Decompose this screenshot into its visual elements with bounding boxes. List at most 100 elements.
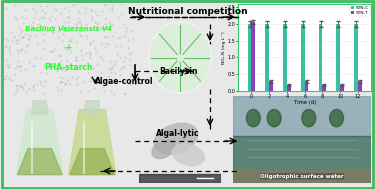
Point: [66, 16, 72, 19]
Polygon shape: [17, 149, 62, 175]
Point: [64, 59, 70, 62]
Point: [46, 49, 53, 52]
Point: [127, 58, 133, 61]
Polygon shape: [69, 109, 116, 175]
Point: [128, 13, 134, 16]
Point: [43, 71, 49, 74]
Point: [105, 67, 111, 70]
Point: [54, 68, 60, 71]
Point: [113, 44, 119, 47]
Point: [44, 4, 50, 7]
Point: [117, 35, 123, 38]
Point: [103, 42, 109, 45]
Point: [15, 60, 21, 63]
Point: [74, 82, 80, 85]
X-axis label: Time (d): Time (d): [294, 100, 316, 105]
Ellipse shape: [302, 109, 316, 127]
Point: [80, 80, 86, 83]
Point: [126, 82, 132, 85]
Point: [64, 79, 70, 82]
Point: [76, 33, 82, 36]
Bar: [283, 24, 287, 91]
Point: [38, 82, 44, 85]
Bar: [340, 85, 344, 91]
Point: [76, 17, 82, 20]
Point: [62, 82, 68, 85]
Point: [102, 4, 108, 7]
Polygon shape: [16, 109, 63, 175]
Point: [6, 65, 12, 68]
Point: [68, 50, 74, 53]
Point: [102, 16, 108, 19]
Point: [15, 39, 21, 42]
Point: [87, 55, 93, 58]
Point: [86, 50, 92, 53]
Point: [123, 26, 129, 29]
Point: [57, 12, 63, 15]
Point: [109, 64, 115, 67]
Bar: [358, 81, 362, 91]
Point: [82, 10, 88, 13]
Point: [118, 2, 124, 5]
Point: [30, 63, 36, 66]
Point: [24, 43, 30, 46]
Point: [73, 41, 79, 44]
Point: [4, 63, 10, 66]
Point: [76, 12, 82, 15]
Ellipse shape: [267, 109, 281, 127]
Point: [123, 92, 129, 95]
Point: [28, 24, 34, 27]
Point: [8, 79, 14, 82]
Point: [31, 64, 37, 67]
Ellipse shape: [172, 144, 204, 166]
Point: [92, 10, 98, 13]
Point: [22, 9, 28, 12]
Point: [109, 66, 115, 69]
Point: [93, 51, 99, 54]
Point: [78, 35, 84, 38]
Point: [100, 58, 106, 61]
Point: [122, 60, 128, 63]
Point: [9, 40, 15, 43]
Point: [118, 13, 124, 16]
Point: [31, 84, 37, 87]
Point: [23, 90, 29, 93]
Point: [112, 62, 118, 65]
Point: [55, 88, 61, 91]
Point: [36, 17, 42, 20]
Point: [89, 17, 95, 20]
Point: [5, 66, 11, 69]
Point: [26, 88, 32, 91]
Point: [13, 88, 20, 91]
Point: [12, 3, 18, 6]
Point: [2, 46, 8, 49]
Point: [127, 75, 133, 78]
Polygon shape: [70, 149, 115, 175]
Point: [19, 16, 25, 19]
Point: [75, 20, 81, 23]
Point: [103, 35, 109, 38]
Point: [103, 25, 109, 28]
Point: [14, 41, 20, 44]
Point: [117, 73, 123, 76]
Point: [60, 24, 66, 27]
Point: [115, 16, 121, 19]
Point: [6, 77, 12, 80]
Bar: [232, 96, 371, 136]
Point: [98, 26, 104, 29]
Point: [59, 80, 65, 83]
Point: [87, 79, 93, 82]
Point: [52, 47, 58, 50]
Point: [51, 7, 57, 10]
Point: [128, 51, 134, 54]
Point: [90, 67, 96, 70]
Point: [8, 31, 14, 34]
Point: [87, 43, 93, 46]
Point: [92, 46, 98, 49]
Point: [20, 88, 26, 91]
Point: [52, 18, 58, 21]
Point: [99, 80, 105, 83]
Point: [122, 55, 128, 58]
Point: [109, 22, 115, 25]
Point: [69, 76, 75, 79]
